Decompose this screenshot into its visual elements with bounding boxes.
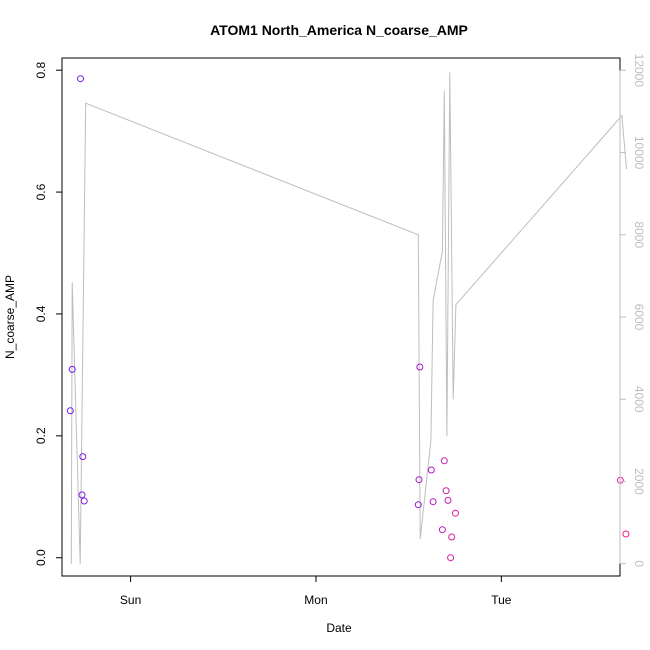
chart-title: ATOM1 North_America N_coarse_AMP	[210, 22, 468, 38]
data-point	[438, 526, 446, 534]
y-axis-left: 0.0 0.2 0.4 0.6 0.8	[34, 62, 63, 566]
y-axis-label: N_coarse_AMP	[3, 275, 17, 359]
y-tick-label: 0.8	[34, 62, 48, 79]
data-point	[416, 363, 424, 371]
data-point	[414, 501, 422, 509]
data-point	[78, 491, 86, 499]
data-point	[444, 496, 452, 504]
y2-tick-label: 4000	[632, 386, 646, 413]
x-axis-label: Date	[326, 621, 352, 635]
data-point	[429, 498, 437, 506]
y2-tick-label: 10000	[632, 136, 646, 170]
y-axis-right: 0 2000 4000 6000 8000 10000 12000	[619, 54, 646, 567]
data-point	[427, 466, 435, 474]
y2-tick-label: 8000	[632, 221, 646, 248]
y-tick-label: 0.4	[34, 305, 48, 322]
data-point	[448, 533, 456, 541]
y2-tick-label: 6000	[632, 304, 646, 331]
x-tick-label: Sun	[120, 593, 141, 607]
plot-frame	[61, 57, 621, 577]
y-tick-label: 0.0	[34, 549, 48, 566]
x-tick-label: Tue	[491, 593, 512, 607]
data-point	[79, 453, 87, 461]
data-point	[442, 487, 450, 495]
y2-tick-label: 12000	[632, 54, 646, 88]
data-point	[440, 457, 448, 465]
y2-tick-label: 2000	[632, 468, 646, 495]
data-point	[68, 365, 76, 373]
y-tick-label: 0.2	[34, 427, 48, 444]
data-point	[66, 407, 74, 415]
y-tick-label: 0.6	[34, 183, 48, 200]
y2-tick-label: 0	[632, 560, 646, 567]
data-point	[451, 509, 459, 517]
point-series	[66, 75, 630, 562]
data-point	[622, 530, 630, 538]
data-point	[80, 497, 88, 505]
data-point	[415, 476, 423, 484]
x-tick-label: Mon	[304, 593, 327, 607]
x-axis: Sun Mon Tue	[120, 576, 512, 607]
line-series	[70, 72, 627, 564]
series-line	[70, 72, 627, 564]
data-point	[77, 75, 84, 83]
data-point	[447, 554, 455, 562]
